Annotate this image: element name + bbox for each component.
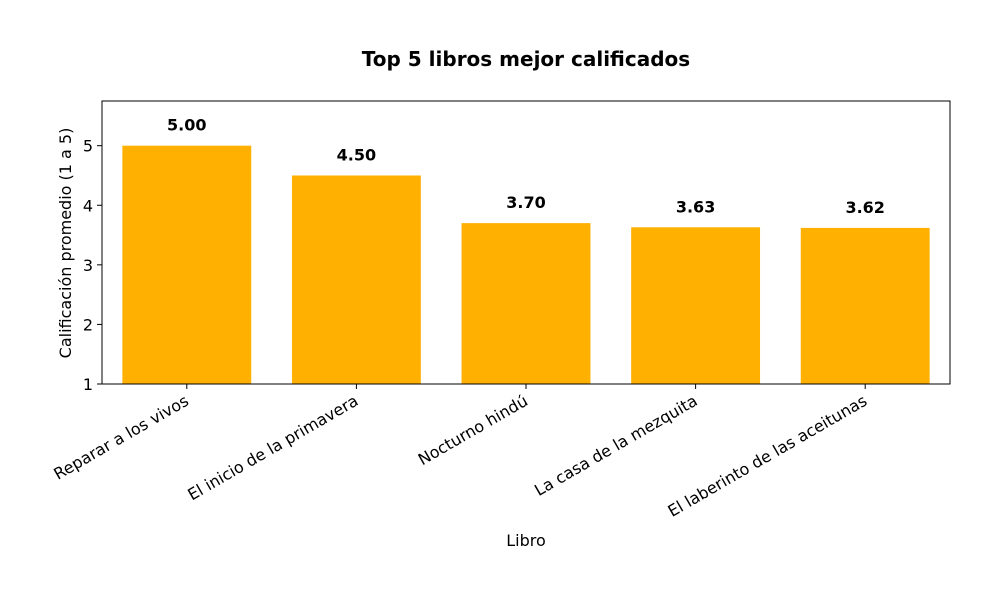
- x-tick-label: Reparar a los vivos: [50, 391, 191, 484]
- x-tick-label: Nocturno hindú: [415, 391, 531, 469]
- chart-title: Top 5 libros mejor calificados: [362, 47, 690, 71]
- bar: [291, 175, 421, 384]
- bar: [631, 227, 761, 384]
- bar: [461, 223, 591, 384]
- data-label: 3.70: [506, 193, 545, 212]
- y-tick-label: 2: [83, 315, 93, 334]
- y-tick-label: 1: [83, 375, 93, 394]
- y-tick-label: 4: [83, 196, 93, 215]
- bar: [122, 145, 252, 384]
- x-axis-label: Libro: [506, 531, 546, 550]
- data-label: 4.50: [337, 145, 376, 164]
- data-labels-group: 5.00 4.50 3.70 3.63 3.62: [167, 116, 885, 217]
- x-tick-label: La casa de la mezquita: [531, 391, 700, 500]
- data-label: 3.63: [676, 197, 715, 216]
- bars-group: [122, 145, 930, 384]
- data-label: 5.00: [167, 116, 206, 135]
- data-label: 3.62: [845, 198, 884, 217]
- y-tick-label: 5: [83, 137, 93, 156]
- bar: [800, 227, 930, 384]
- x-tick-label: El inicio de la primavera: [184, 391, 361, 504]
- y-tick-label: 3: [83, 256, 93, 275]
- y-axis: 1 2 3 4 5: [83, 137, 102, 394]
- y-axis-label: Calificación promedio (1 a 5): [56, 128, 75, 359]
